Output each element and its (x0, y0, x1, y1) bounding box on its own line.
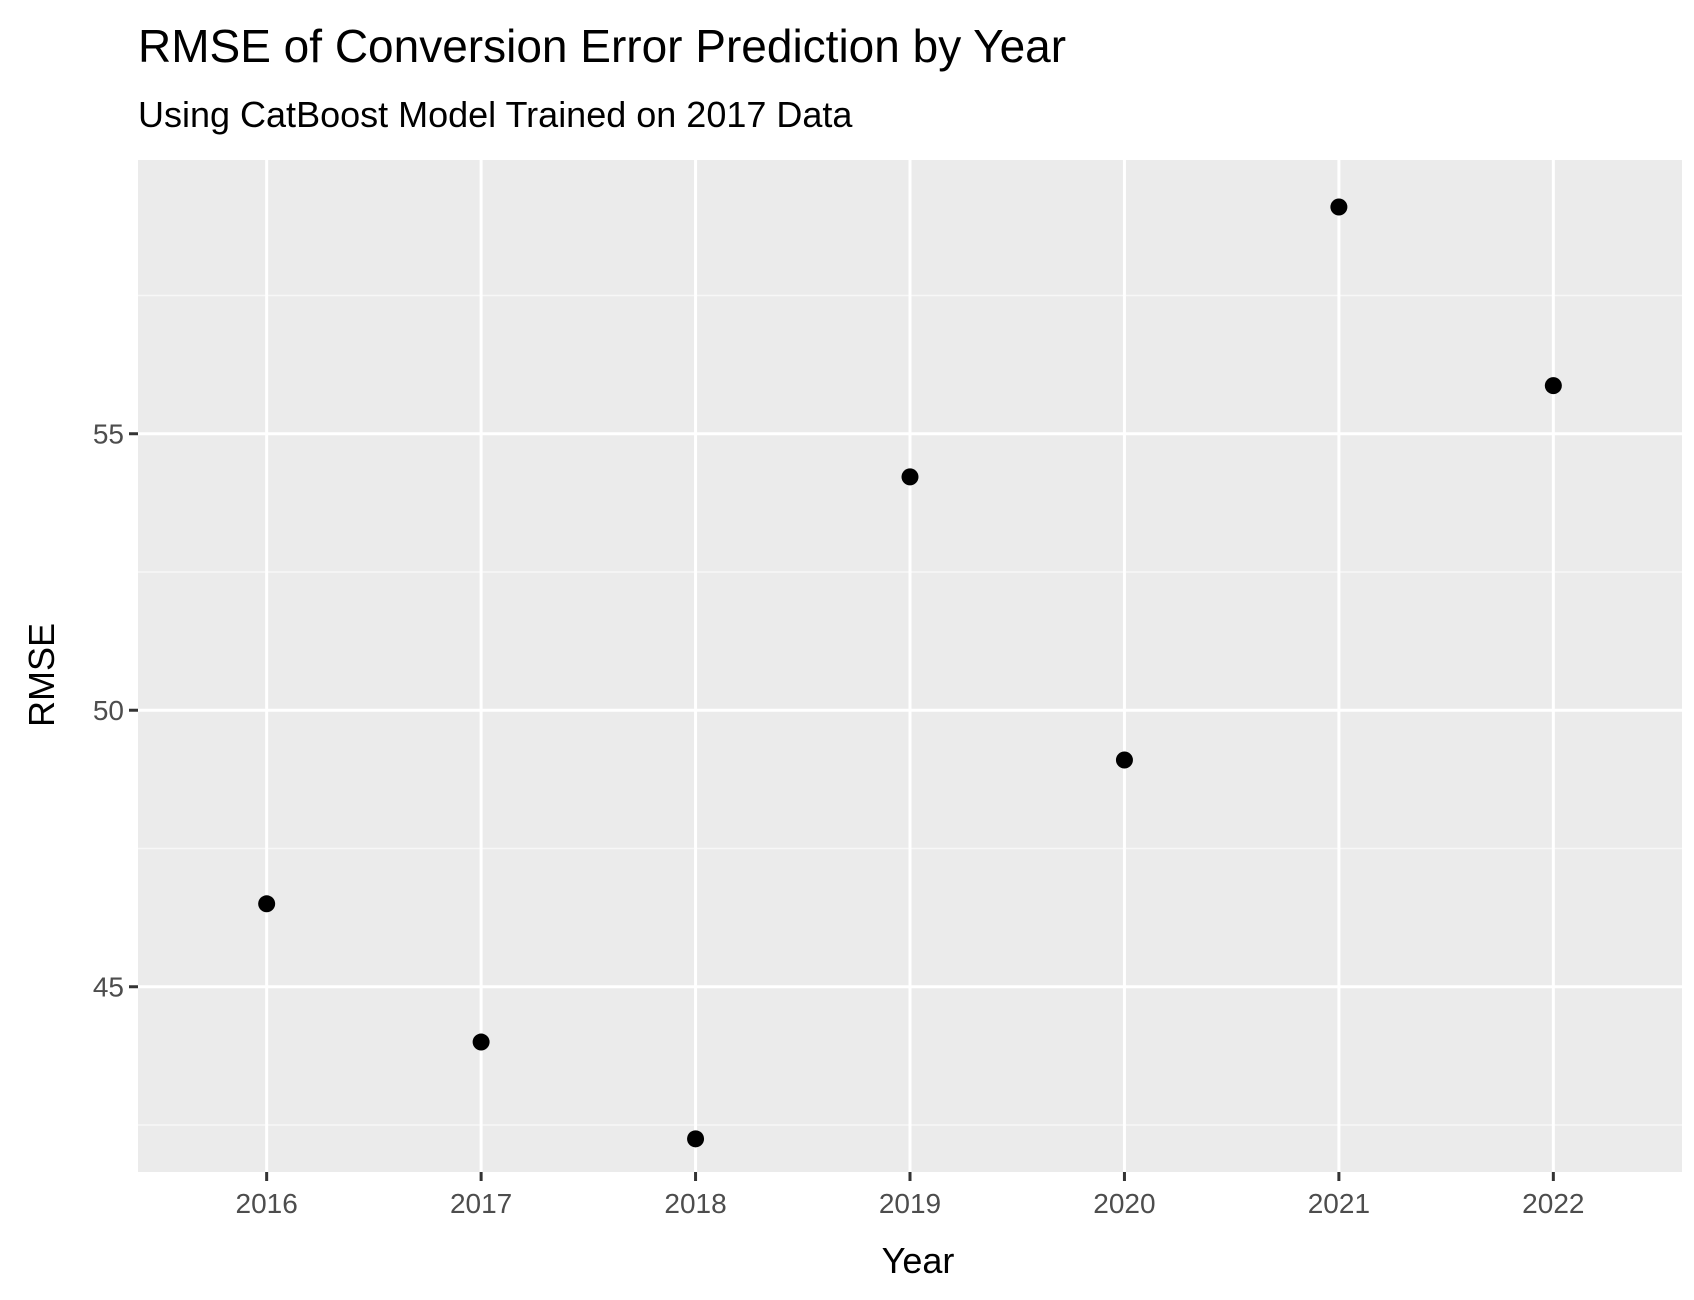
data-point (1115, 751, 1133, 769)
data-points (258, 198, 1562, 1148)
x-tick-label: 2022 (1522, 1188, 1584, 1219)
x-tick-label: 2020 (1093, 1188, 1155, 1219)
y-axis: 45 50 55 (93, 419, 138, 1003)
grid-major-x (265, 160, 1555, 1172)
x-tick-label: 2021 (1308, 1188, 1370, 1219)
y-tick-label: 55 (93, 419, 124, 450)
data-point (687, 1130, 705, 1148)
data-point (1330, 198, 1348, 216)
y-axis-title: RMSE (21, 623, 62, 727)
y-tick-label: 45 (93, 972, 124, 1003)
chart-subtitle: Using CatBoost Model Trained on 2017 Dat… (138, 94, 853, 135)
data-point (1544, 377, 1562, 395)
x-axis-title: Year (882, 1240, 955, 1281)
data-point (258, 895, 276, 913)
data-point (901, 468, 919, 486)
x-axis: 2016 2017 2018 2019 2020 2021 2022 (236, 1172, 1584, 1219)
x-tick-label: 2018 (664, 1188, 726, 1219)
x-tick-label: 2016 (236, 1188, 298, 1219)
y-tick-label: 50 (93, 695, 124, 726)
x-tick-label: 2019 (879, 1188, 941, 1219)
chart-title: RMSE of Conversion Error Prediction by Y… (138, 20, 1066, 72)
x-tick-label: 2017 (450, 1188, 512, 1219)
data-point (472, 1033, 490, 1051)
